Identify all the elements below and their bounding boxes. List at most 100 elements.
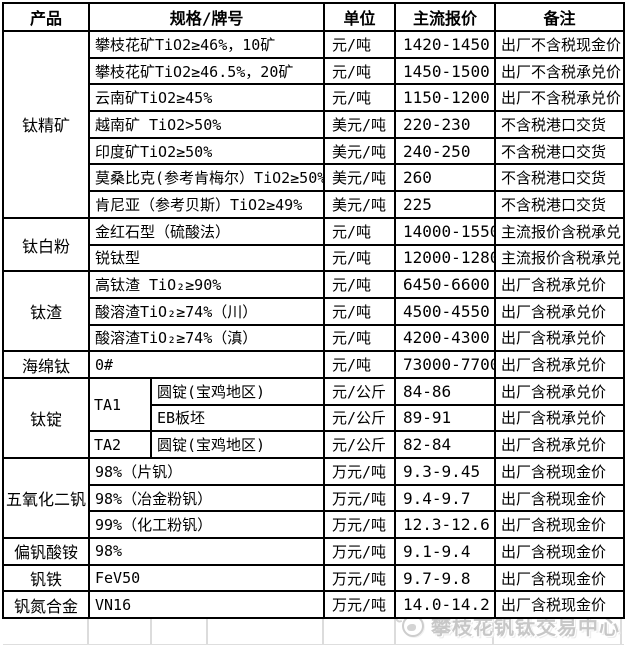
column-header-product: 产品 — [2, 2, 90, 32]
table-row: 云南矿TiO2≥45% 元/吨 1150-1200 出厂不含税承兑价 — [3, 83, 625, 113]
unit-cell: 美元/吨 — [323, 136, 397, 166]
price-cell: 6450-6600 — [394, 270, 497, 299]
note-cell: 出厂含税承兑价 — [494, 430, 625, 459]
unit-cell: 元/吨 — [323, 350, 397, 379]
exchange-logo-icon — [393, 618, 425, 637]
table-row: 五氧化二钒 98%（片钒） 万元/吨 9.3-9.45 出厂含税现金价 — [2, 456, 625, 540]
price-cell: 225 — [394, 190, 497, 219]
table-row: 越南矿 TiO2>50% 美元/吨 220-230 不含税港口交货 — [3, 110, 625, 139]
spec-cell: 莫桑比克(参考肯梅尔）TiO2≥50% — [87, 163, 326, 193]
table-row: 钒铁 FeV50 万元/吨 9.7-9.8 出厂含税现金价 — [2, 563, 625, 593]
table-row: 锐钛型 元/吨 12000-12800 主流报价含税承兑 — [3, 243, 625, 273]
grid-line — [206, 619, 208, 644]
spec-cell: 锐钛型 — [87, 243, 326, 273]
product-cell: 钛精矿 — [2, 30, 90, 219]
price-cell: 89-91 — [394, 403, 497, 433]
grid-line — [620, 619, 622, 644]
product-cell: 钒铁 — [2, 563, 90, 593]
price-cell: 14.0-14.2 — [394, 590, 497, 620]
unit-cell: 元/公斤 — [323, 430, 397, 459]
table-row: EB板坯 元/公斤 89-91 出厂含税承兑价 — [3, 403, 625, 433]
table-row: 酸溶渣TiO₂≥74%（川） 元/吨 4500-4550 出厂含税承兑价 — [3, 296, 625, 326]
empty-cell: 攀枝花钒钛交易中心 — [3, 618, 625, 645]
watermark: 攀枝花钒钛交易中心 — [393, 618, 620, 640]
spec-cell: 印度矿TiO2≥50% — [87, 136, 326, 166]
unit-cell: 元/吨 — [323, 30, 397, 59]
grade-cell: TA2 — [88, 430, 152, 459]
spec-cell: 98%（片钒） — [87, 457, 326, 486]
table-row: 钒氮合金 VN16 万元/吨 14.0-14.2 出厂含税现金价 — [2, 590, 625, 620]
note-cell: 出厂含税现金价 — [494, 590, 625, 620]
table-row: 钛锭 TA1 圆锭(宝鸡地区) 元/公斤 84-86 出厂含税承兑价 — [2, 376, 625, 460]
grid-line — [322, 619, 324, 644]
unit-cell: 万元/吨 — [323, 510, 397, 540]
spec-cell: 98% — [87, 537, 326, 566]
price-cell: 1150-1200 — [394, 83, 497, 113]
unit-cell: 万元/吨 — [323, 537, 397, 566]
empty-row: 攀枝花钒钛交易中心 — [3, 618, 625, 645]
product-cell: 钒氮合金 — [2, 590, 90, 620]
unit-cell: 万元/吨 — [323, 483, 397, 513]
unit-cell: 元/吨 — [323, 216, 397, 246]
price-cell: 14000-15500 — [394, 216, 497, 246]
spec-cell: FeV50 — [87, 563, 326, 593]
grid-line — [492, 619, 494, 644]
table-row: 钛精矿 攀枝花矿TiO2≥46%，10矿 元/吨 1420-1450 出厂不含税… — [2, 30, 625, 219]
spec-cell: 酸溶渣TiO₂≥74%（川） — [87, 296, 326, 326]
note-cell: 出厂含税承兑价 — [494, 296, 625, 326]
column-header-note: 备注 — [494, 2, 625, 32]
spec-cell: 肯尼亚（参考贝斯）TiO2≥49% — [87, 190, 326, 219]
table-row: 海绵钛 0# 元/吨 73000-77000 出厂含税承兑价 — [2, 350, 625, 379]
unit-cell: 元/公斤 — [323, 403, 397, 433]
spec-cell: 云南矿TiO2≥45% — [87, 83, 326, 113]
table-row: 酸溶渣TiO₂≥74%（滇） 元/吨 4200-4300 出厂含税承兑价 — [3, 323, 625, 353]
price-cell: 9.4-9.7 — [394, 483, 497, 513]
price-cell: 9.1-9.4 — [394, 537, 497, 566]
unit-cell: 万元/吨 — [323, 457, 397, 486]
product-cell: 海绵钛 — [2, 350, 90, 379]
price-cell: 240-250 — [394, 136, 497, 166]
unit-cell: 美元/吨 — [323, 163, 397, 193]
unit-cell: 万元/吨 — [323, 563, 397, 593]
note-cell: 出厂不含税承兑价 — [494, 56, 625, 86]
table-row: 攀枝花矿TiO2≥46.5%，20矿 元/吨 1450-1500 出厂不含税承兑… — [3, 56, 625, 86]
note-cell: 出厂含税承兑价 — [494, 403, 625, 433]
header-row: 产品 规格/牌号 单位 主流报价 备注 — [2, 2, 625, 32]
price-cell: 4200-4300 — [394, 323, 497, 353]
note-cell: 不含税港口交货 — [494, 163, 625, 193]
note-cell: 出厂不含税现金价 — [494, 30, 625, 59]
grade-cell: TA1 — [88, 376, 152, 433]
product-cell: 钛白粉 — [2, 216, 90, 273]
unit-cell: 元/吨 — [323, 296, 397, 326]
column-header-spec: 规格/牌号 — [87, 2, 326, 32]
spec-cell: 圆锭(宝鸡地区) — [149, 376, 326, 406]
price-cell: 220-230 — [394, 110, 497, 139]
table-row: 肯尼亚（参考贝斯）TiO2≥49% 美元/吨 225 不含税港口交货 — [3, 190, 625, 219]
column-header-price: 主流报价 — [394, 2, 497, 32]
unit-cell: 美元/吨 — [323, 110, 397, 139]
note-cell: 出厂含税承兑价 — [494, 350, 625, 379]
note-cell: 出厂不含税承兑价 — [494, 83, 625, 113]
price-cell: 12000-12800 — [394, 243, 497, 273]
grid-line — [87, 619, 89, 644]
note-cell: 出厂含税承兑价 — [494, 270, 625, 299]
product-cell: 偏钒酸铵 — [2, 537, 90, 566]
price-cell: 9.3-9.45 — [394, 457, 497, 486]
note-cell: 出厂含税承兑价 — [494, 376, 625, 406]
spec-cell: 酸溶渣TiO₂≥74%（滇） — [87, 323, 326, 353]
note-cell: 出厂含税现金价 — [494, 457, 625, 486]
spec-cell: 攀枝花矿TiO2≥46.5%，20矿 — [87, 56, 326, 86]
unit-cell: 元/吨 — [323, 243, 397, 273]
note-cell: 主流报价含税承兑 — [494, 216, 625, 246]
product-cell: 钛锭 — [2, 376, 90, 460]
price-cell: 1420-1450 — [394, 30, 497, 59]
note-cell: 主流报价含税承兑 — [494, 243, 625, 273]
spec-cell: 圆锭(宝鸡地区) — [149, 430, 326, 459]
note-cell: 出厂含税承兑价 — [494, 323, 625, 353]
note-cell: 出厂含税现金价 — [494, 537, 625, 566]
price-cell: 84-86 — [394, 376, 497, 406]
note-cell: 出厂含税现金价 — [494, 510, 625, 540]
spec-cell: 99%（化工粉钒） — [87, 510, 326, 540]
table-row: 印度矿TiO2≥50% 美元/吨 240-250 不含税港口交货 — [3, 136, 625, 166]
unit-cell: 元/吨 — [323, 83, 397, 113]
